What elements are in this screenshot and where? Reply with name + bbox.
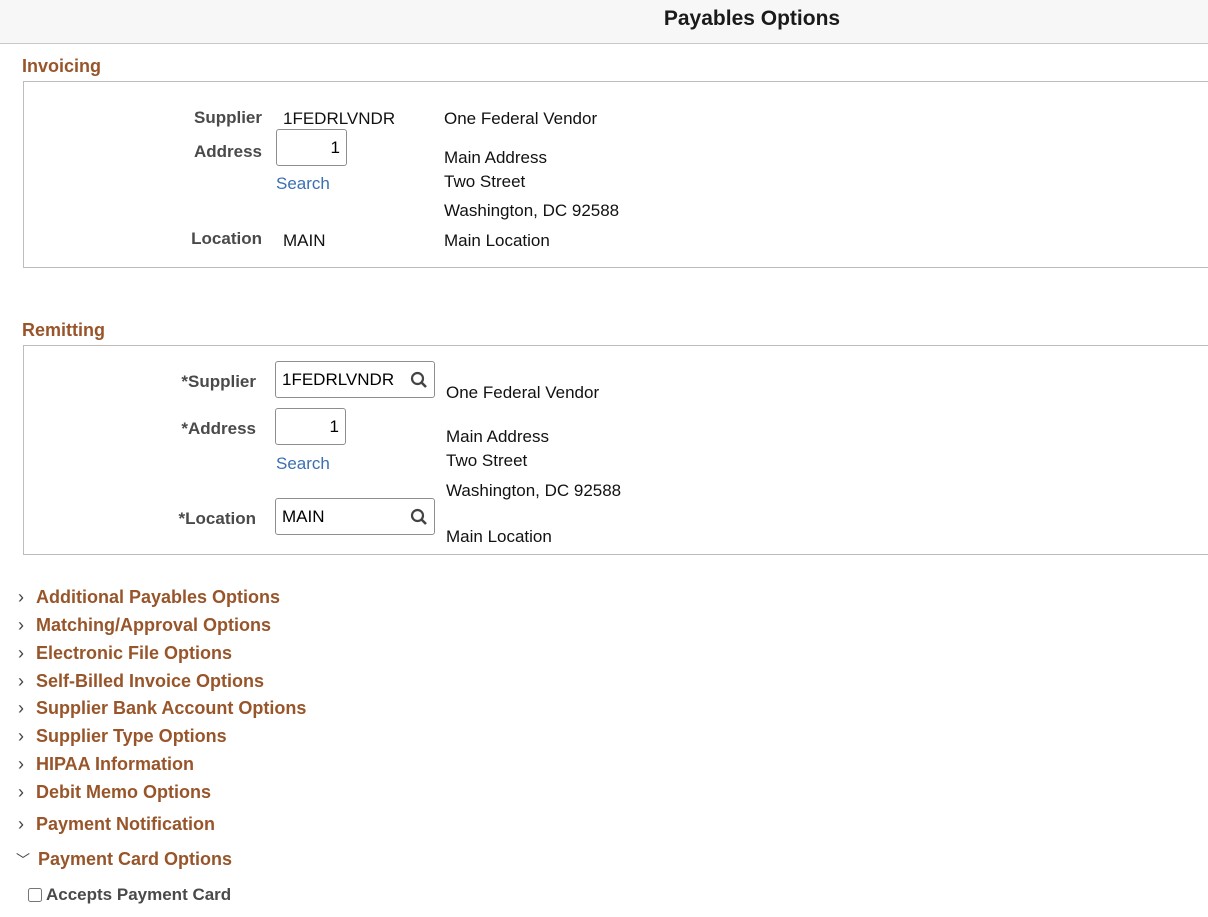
accepts-payment-card-checkbox[interactable] [28,888,42,902]
chevron-right-icon: › [18,754,24,774]
collapsible-label: Supplier Type Options [36,726,227,746]
remitting-title: Remitting [22,320,105,340]
invoicing-location-name: Main Location [444,231,550,250]
remitting-supplier-value: 1FEDRLVNDR [282,369,395,389]
accepts-payment-card-label: Accepts Payment Card [46,885,232,904]
page-title: Payables Options [663,7,841,30]
collapsible-debit-memo-options[interactable]: › Debit Memo Options [18,782,211,803]
collapsible-label: Payment Notification [36,814,216,834]
collapsible-self-billed-invoice-options[interactable]: › Self-Billed Invoice Options [18,671,264,692]
collapsible-supplier-bank-account-options[interactable]: › Supplier Bank Account Options [18,698,306,719]
collapsible-matching-approval-options[interactable]: › Matching/Approval Options [18,615,271,636]
remitting-address-line: Washington, DC 92588 [446,481,622,500]
chevron-right-icon: › [18,782,24,802]
collapsible-label: Additional Payables Options [36,587,281,607]
collapsible-label: Supplier Bank Account Options [36,698,307,718]
chevron-right-icon: › [18,615,24,635]
invoicing-address-line: Two Street [444,172,526,191]
invoicing-title: Invoicing [22,56,102,76]
remitting-address-field[interactable]: 1 [275,408,346,445]
collapsible-supplier-type-options[interactable]: › Supplier Type Options [18,726,227,747]
invoicing-address-field[interactable]: 1 [276,129,347,166]
remitting-address-search-link[interactable]: Search [276,454,330,473]
invoicing-supplier-label: Supplier [193,108,262,127]
page-header [0,0,1208,44]
collapsible-label: Debit Memo Options [36,782,211,802]
invoicing-location-label: Location [191,229,262,248]
collapsible-label: Self-Billed Invoice Options [36,671,265,691]
invoicing-address-search-link[interactable]: Search [276,174,330,193]
chevron-right-icon: › [18,587,24,607]
collapsible-label: Payment Card Options [38,849,233,869]
chevron-right-icon: › [18,671,24,691]
remitting-address-line: Main Address [446,427,549,446]
remitting-location-name: Main Location [446,527,552,546]
invoicing-box [23,81,1208,268]
collapsible-additional-payables-options[interactable]: › Additional Payables Options [18,587,280,608]
chevron-down-icon: ﹀ [16,851,30,868]
remitting-location-field[interactable]: MAIN [275,498,435,535]
collapsible-hipaa-information[interactable]: › HIPAA Information [18,754,194,775]
collapsible-label: HIPAA Information [36,754,194,774]
invoicing-address-label: Address [193,142,262,161]
collapsible-electronic-file-options[interactable]: › Electronic File Options [18,643,232,664]
remitting-address-line: Two Street [446,451,528,470]
invoicing-location-value: MAIN [283,231,326,250]
search-icon[interactable] [410,371,428,389]
collapsible-label: Matching/Approval Options [36,615,272,635]
chevron-right-icon: › [18,726,24,746]
chevron-right-icon: › [18,698,24,718]
remitting-address-label: *Address [181,419,256,438]
collapsible-label: Electronic File Options [36,643,233,663]
invoicing-supplier-id: 1FEDRLVNDR [283,109,396,128]
remitting-location-value: MAIN [282,506,325,526]
remitting-location-label: *Location [178,509,256,528]
remitting-supplier-name: One Federal Vendor [446,383,600,402]
chevron-right-icon: › [18,814,24,834]
invoicing-address-line: Washington, DC 92588 [444,201,620,220]
accepts-payment-card-option[interactable]: Accepts Payment Card [28,885,231,905]
invoicing-address-line: Main Address [444,148,547,167]
chevron-right-icon: › [18,643,24,663]
collapsible-payment-card-options[interactable]: ﹀ Payment Card Options [16,849,232,870]
collapsible-payment-notification[interactable]: › Payment Notification [18,814,215,835]
remitting-supplier-field[interactable]: 1FEDRLVNDR [275,361,435,398]
search-icon[interactable] [410,508,428,526]
invoicing-supplier-name: One Federal Vendor [444,109,598,128]
remitting-supplier-label: *Supplier [181,372,256,391]
remitting-box [23,345,1208,555]
